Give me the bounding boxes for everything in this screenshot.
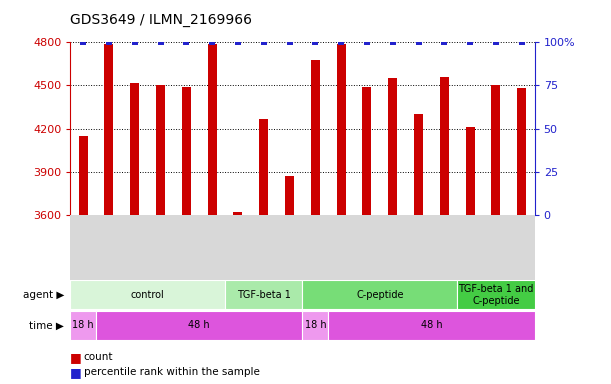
Point [362,39,372,45]
Point [336,39,346,45]
Text: C-peptide: C-peptide [356,290,404,300]
Bar [233,212,243,215]
Point [233,39,243,45]
Point [465,39,475,45]
Point [207,39,217,45]
Text: 48 h: 48 h [420,320,442,331]
Bar [302,311,328,340]
Bar [337,44,346,215]
Point [130,39,140,45]
Bar [457,280,535,309]
Point [439,39,449,45]
Point [259,39,269,45]
Bar [70,280,225,309]
Bar [414,114,423,215]
Bar [491,85,500,215]
Bar [104,44,114,215]
Point [414,39,423,45]
Point [156,39,166,45]
Bar [388,78,397,215]
Text: 18 h: 18 h [304,320,326,331]
Point [388,39,398,45]
Text: control: control [131,290,164,300]
Bar [328,311,535,340]
Bar [302,280,457,309]
Bar [466,127,475,215]
Bar [362,87,371,215]
Text: count: count [84,352,113,362]
Bar [130,83,139,215]
Bar [259,119,268,215]
Bar [311,60,320,215]
Text: ■: ■ [70,351,82,364]
Bar [70,311,96,340]
Bar [182,87,191,215]
Point [310,39,320,45]
Bar [517,88,526,215]
Text: TGF-beta 1: TGF-beta 1 [237,290,291,300]
Point [517,39,527,45]
Text: GDS3649 / ILMN_2169966: GDS3649 / ILMN_2169966 [70,13,252,27]
Bar [225,280,302,309]
Text: TGF-beta 1 and
C-peptide: TGF-beta 1 and C-peptide [458,284,533,306]
Bar [156,85,165,215]
Text: 18 h: 18 h [72,320,94,331]
Text: 48 h: 48 h [188,320,210,331]
Bar [285,176,294,215]
Text: agent ▶: agent ▶ [23,290,64,300]
Text: ■: ■ [70,366,82,379]
Bar [208,44,217,215]
Text: percentile rank within the sample: percentile rank within the sample [84,367,260,377]
Bar [79,136,88,215]
Bar [96,311,302,340]
Point [104,39,114,45]
Text: time ▶: time ▶ [29,320,64,331]
Bar [440,77,449,215]
Point [285,39,295,45]
Point [491,39,501,45]
Point [78,39,88,45]
Point [181,39,191,45]
